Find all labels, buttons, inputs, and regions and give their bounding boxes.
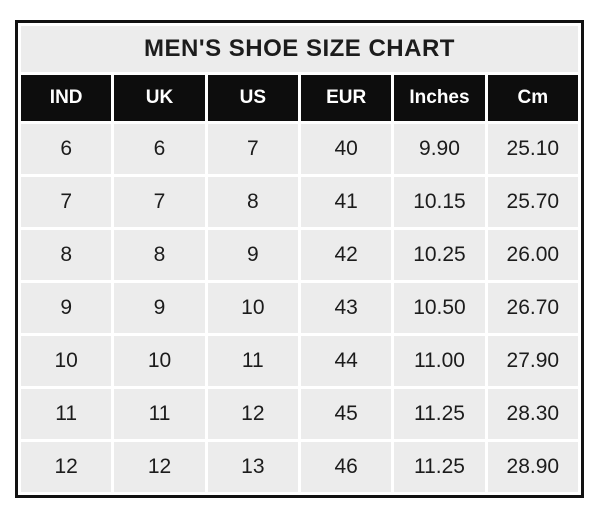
table-cell: 7 bbox=[21, 177, 112, 227]
table-cell: 28.90 bbox=[487, 442, 578, 492]
header-cell-inches: Inches bbox=[394, 75, 485, 121]
table-row: 8 8 9 42 10.25 26.00 bbox=[21, 230, 578, 280]
table-cell: 7 bbox=[114, 177, 205, 227]
table-row: 6 6 7 40 9.90 25.10 bbox=[21, 124, 578, 174]
table-row: 12 12 13 46 11.25 28.90 bbox=[21, 442, 578, 492]
table-cell: 11 bbox=[207, 336, 298, 386]
table-cell: 6 bbox=[114, 124, 205, 174]
table-cell: 6 bbox=[21, 124, 112, 174]
table-cell: 12 bbox=[21, 442, 112, 492]
table-cell: 26.00 bbox=[487, 230, 578, 280]
table-cell: 10.15 bbox=[394, 177, 485, 227]
table-cell: 43 bbox=[300, 283, 392, 333]
table-cell: 25.70 bbox=[487, 177, 578, 227]
table-cell: 10.25 bbox=[394, 230, 485, 280]
chart-title: MEN'S SHOE SIZE CHART bbox=[21, 26, 578, 72]
table-cell: 11 bbox=[114, 389, 205, 439]
table-cell: 13 bbox=[207, 442, 298, 492]
title-row: MEN'S SHOE SIZE CHART bbox=[21, 26, 578, 72]
table-cell: 41 bbox=[300, 177, 392, 227]
table-cell: 40 bbox=[300, 124, 392, 174]
table-cell: 26.70 bbox=[487, 283, 578, 333]
table-cell: 8 bbox=[207, 177, 298, 227]
table-cell: 44 bbox=[300, 336, 392, 386]
table-cell: 9 bbox=[114, 283, 205, 333]
header-cell-uk: UK bbox=[114, 75, 205, 121]
table-cell: 7 bbox=[207, 124, 298, 174]
table-cell: 28.30 bbox=[487, 389, 578, 439]
table-row: 11 11 12 45 11.25 28.30 bbox=[21, 389, 578, 439]
table-cell: 11 bbox=[21, 389, 112, 439]
table-cell: 12 bbox=[114, 442, 205, 492]
table-cell: 9 bbox=[21, 283, 112, 333]
table-cell: 10 bbox=[21, 336, 112, 386]
table-cell: 10 bbox=[114, 336, 205, 386]
table-cell: 8 bbox=[114, 230, 205, 280]
table-row: 7 7 8 41 10.15 25.70 bbox=[21, 177, 578, 227]
table-cell: 25.10 bbox=[487, 124, 578, 174]
table-cell: 27.90 bbox=[487, 336, 578, 386]
table-cell: 12 bbox=[207, 389, 298, 439]
table-cell: 42 bbox=[300, 230, 392, 280]
header-cell-ind: IND bbox=[21, 75, 112, 121]
table-row: 10 10 11 44 11.00 27.90 bbox=[21, 336, 578, 386]
table-cell: 10 bbox=[207, 283, 298, 333]
header-cell-eur: EUR bbox=[300, 75, 392, 121]
header-cell-us: US bbox=[207, 75, 298, 121]
table-cell: 9.90 bbox=[394, 124, 485, 174]
header-row: IND UK US EUR Inches Cm bbox=[21, 75, 578, 121]
shoe-size-chart-table: MEN'S SHOE SIZE CHART IND UK US EUR Inch… bbox=[15, 20, 584, 498]
header-cell-cm: Cm bbox=[487, 75, 578, 121]
table-cell: 11.00 bbox=[394, 336, 485, 386]
table-cell: 8 bbox=[21, 230, 112, 280]
table-row: 9 9 10 43 10.50 26.70 bbox=[21, 283, 578, 333]
table-cell: 11.25 bbox=[394, 389, 485, 439]
table-cell: 45 bbox=[300, 389, 392, 439]
table-cell: 9 bbox=[207, 230, 298, 280]
table-cell: 10.50 bbox=[394, 283, 485, 333]
table-cell: 11.25 bbox=[394, 442, 485, 492]
table-cell: 46 bbox=[300, 442, 392, 492]
